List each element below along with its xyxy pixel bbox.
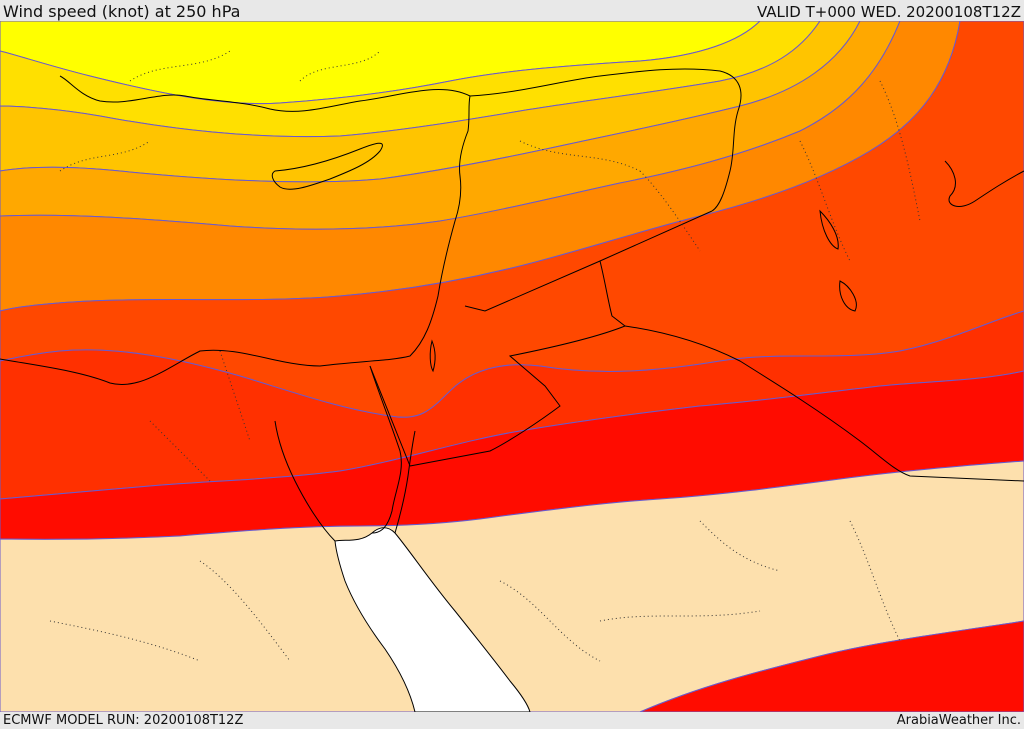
border-egypt-israel xyxy=(369,365,411,467)
wind-speed-map[interactable] xyxy=(0,21,1024,712)
model-run-label: ECMWF MODEL RUN: 20200108T12Z xyxy=(3,713,244,728)
dead-sea xyxy=(429,339,436,373)
border-saudi-iraq xyxy=(624,325,1024,482)
footer-bar: ECMWF MODEL RUN: 20200108T12Z ArabiaWeat… xyxy=(0,712,1024,729)
border-jordan-saudi xyxy=(409,210,713,467)
gulf-of-aqaba xyxy=(394,430,416,534)
credit-label: ArabiaWeather Inc. xyxy=(896,713,1021,728)
admin-boundaries xyxy=(49,50,921,662)
border-syria-iraq xyxy=(469,68,742,212)
cyprus-island xyxy=(271,142,383,190)
turkey-coastline xyxy=(59,75,471,112)
map-title: Wind speed (knot) at 250 hPa xyxy=(3,2,241,21)
band-red-lower xyxy=(639,620,1024,712)
island-shape xyxy=(819,209,857,312)
mediterranean-coastline xyxy=(0,95,471,385)
red-sea xyxy=(334,527,531,712)
header-bar: Wind speed (knot) at 250 hPa VALID T+000… xyxy=(0,0,1024,21)
sinai-coastline xyxy=(274,365,402,542)
map-canvas xyxy=(0,21,1024,712)
gulf-coastline xyxy=(944,160,1024,207)
valid-time-label: VALID T+000 WED. 20200108T12Z xyxy=(756,3,1021,21)
